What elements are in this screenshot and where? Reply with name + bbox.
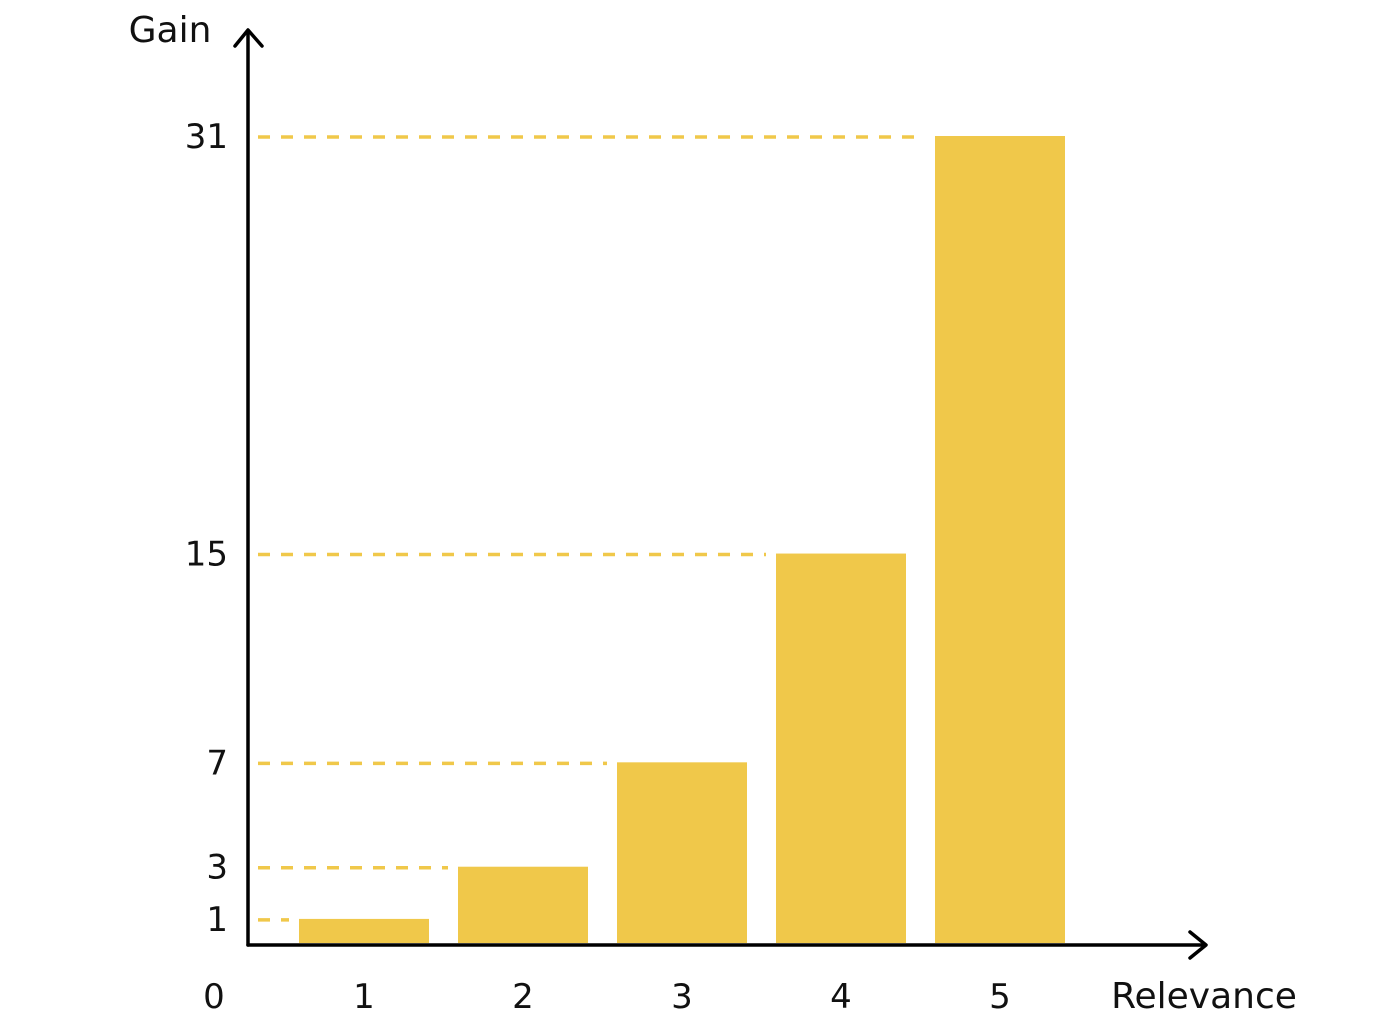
y-tick-label: 15 xyxy=(185,535,228,575)
bar-4 xyxy=(776,553,906,943)
origin-label: 0 xyxy=(203,977,225,1017)
x-tick-label: 1 xyxy=(353,977,375,1017)
x-tick-label: 4 xyxy=(830,977,852,1017)
bar-5 xyxy=(935,136,1065,943)
x-tick-label: 2 xyxy=(512,977,534,1017)
x-axis-arrowhead xyxy=(1188,930,1208,960)
y-axis-arrowhead xyxy=(233,28,264,48)
bar-3 xyxy=(617,762,747,943)
y-tick-label: 3 xyxy=(206,848,228,888)
y-tick-label: 1 xyxy=(206,900,228,940)
bars xyxy=(299,136,1065,943)
x-tick-labels: 1 2 3 4 5 xyxy=(353,977,1011,1017)
x-axis-label: Relevance xyxy=(1111,976,1297,1017)
x-tick-label: 3 xyxy=(671,977,693,1017)
y-tick-label: 7 xyxy=(206,743,228,783)
y-tick-labels: 1 3 7 15 31 xyxy=(185,117,228,940)
bar-2 xyxy=(458,866,588,943)
y-tick-label: 31 xyxy=(185,117,228,157)
x-tick-label: 5 xyxy=(989,977,1011,1017)
dashed-guides xyxy=(258,135,925,922)
bar-1 xyxy=(299,918,429,943)
y-axis-label: Gain xyxy=(129,10,212,51)
